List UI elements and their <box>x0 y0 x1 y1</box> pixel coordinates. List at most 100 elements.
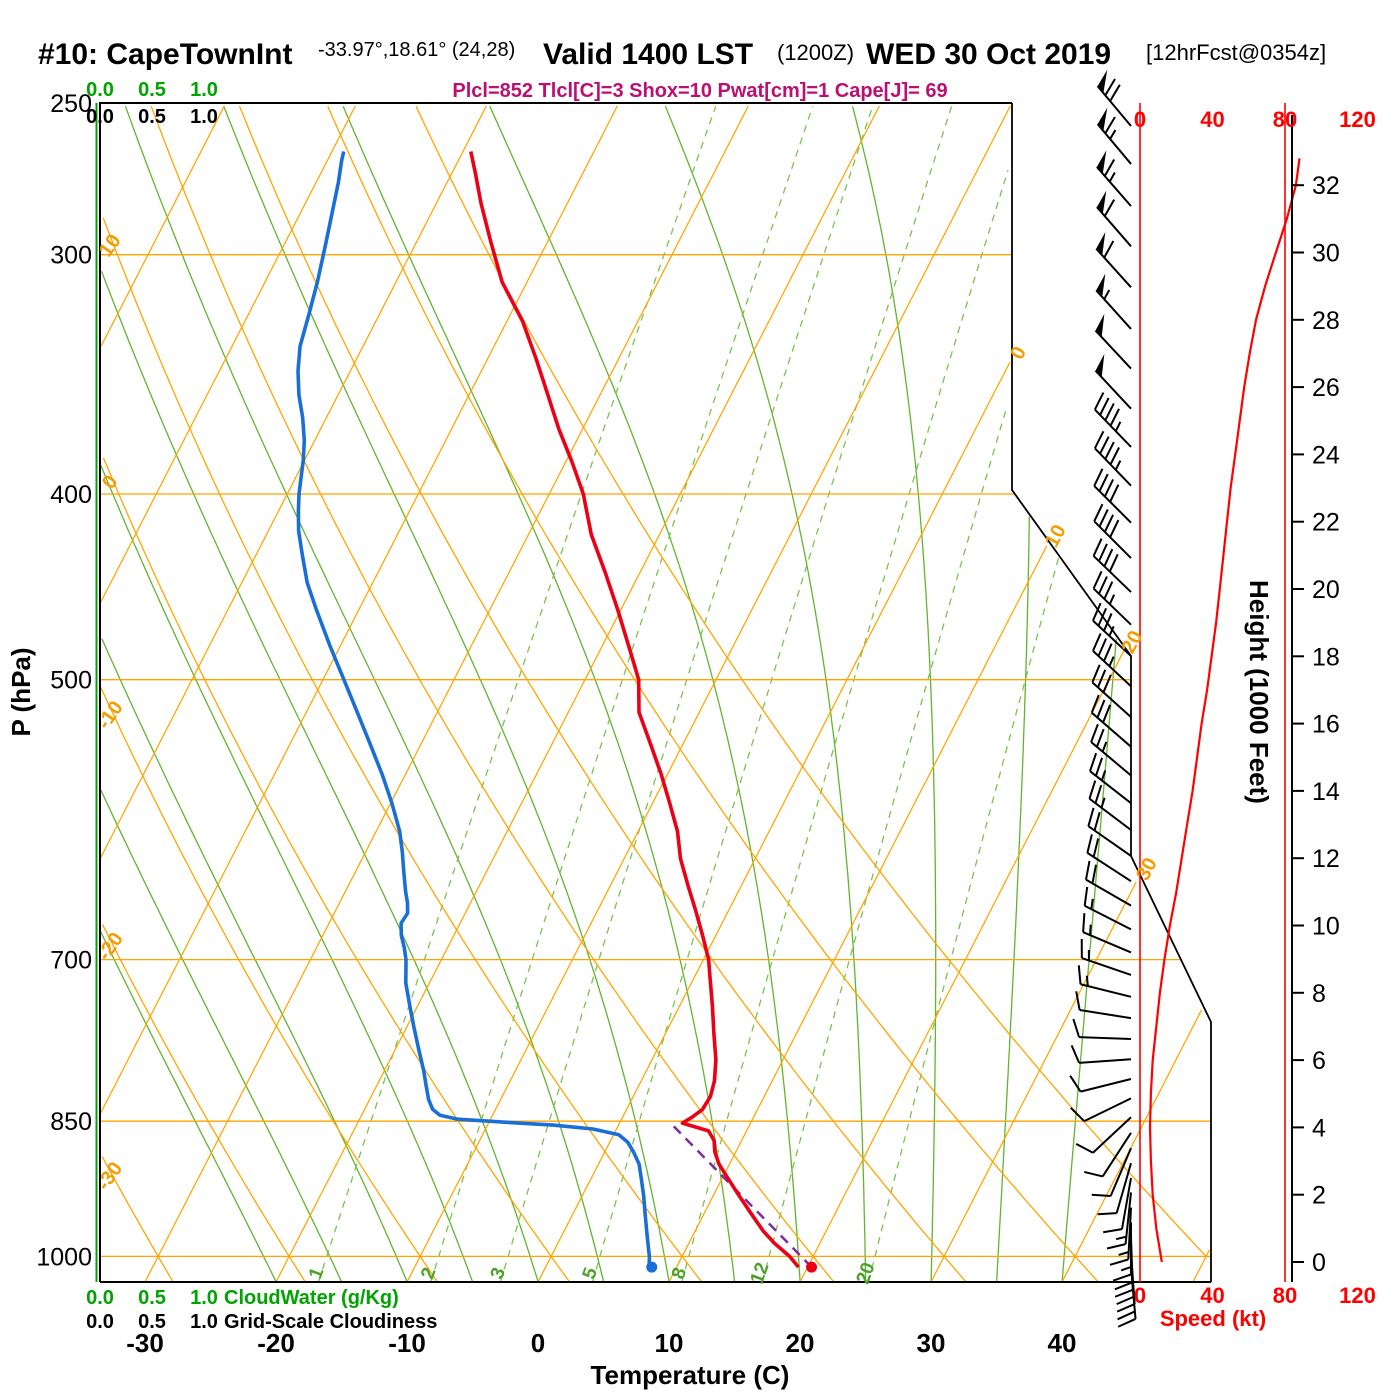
barb-full <box>1117 1318 1136 1328</box>
barb-half <box>1114 460 1122 471</box>
temperature-tick-label: -10 <box>388 1328 426 1358</box>
barb-full <box>1095 728 1105 748</box>
moist-adiabat-line <box>124 106 605 1282</box>
cloudiness-scale-bot-1: 1.0 <box>190 1311 218 1333</box>
speed-tick-label-top: 40 <box>1200 107 1224 132</box>
mixing-ratio-line <box>591 106 953 1282</box>
barb-full <box>1092 602 1102 622</box>
barb-staff <box>1090 741 1132 777</box>
barb-full <box>1094 784 1103 804</box>
barb-full <box>1112 1273 1132 1282</box>
station-coords: -33.97°,18.61° (24,28) <box>318 39 515 61</box>
barb-half <box>1100 770 1107 781</box>
barb-staff <box>1092 587 1132 626</box>
wind-barb <box>1095 273 1132 330</box>
barb-staff <box>1115 1162 1132 1214</box>
wind-barb <box>1093 392 1132 448</box>
barb-pennant <box>1096 232 1106 256</box>
pressure-axis-label: P (hPa) <box>6 647 36 736</box>
barb-full <box>1109 1258 1129 1266</box>
barb-full <box>1116 1295 1135 1306</box>
barb-full <box>1099 436 1110 455</box>
wind-barb <box>1093 430 1132 487</box>
barb-staff <box>1080 1078 1132 1093</box>
wind-barb <box>1096 69 1132 127</box>
cloudiness-scale-bot-0: 0.0 <box>86 1311 114 1333</box>
barb-full <box>1104 402 1115 421</box>
surface-dewpoint-dot <box>646 1261 658 1273</box>
dewpoint-curve <box>296 151 652 1268</box>
pressure-tick-label: 500 <box>50 667 92 695</box>
wind-barb <box>1109 1207 1132 1266</box>
barb-full <box>1090 694 1100 714</box>
mixing-ratio-label: 1 <box>305 1264 328 1282</box>
mixing-ratio-line <box>317 106 717 1282</box>
barb-full <box>1097 669 1107 688</box>
barb-staff <box>1083 1097 1132 1123</box>
wind-barb <box>1070 1045 1132 1064</box>
barb-full <box>1091 864 1097 884</box>
pressure-tick-label: 850 <box>50 1108 92 1136</box>
wind-barb <box>1089 752 1132 804</box>
barb-full <box>1088 780 1097 800</box>
isotherm-line <box>100 105 356 603</box>
orange-grid <box>98 105 1211 1283</box>
barb-full <box>1089 752 1098 772</box>
barb-pennant <box>1095 353 1105 378</box>
barb-full <box>1091 1193 1111 1198</box>
forecast-tag: [12hrFcst@0354z] <box>1146 40 1326 65</box>
barb-full <box>1092 838 1100 858</box>
speed-tick-label-top: 120 <box>1339 107 1376 132</box>
barb-full <box>1091 664 1101 683</box>
barb-full <box>1083 886 1089 906</box>
speed-tick-label-bottom: 40 <box>1200 1283 1224 1308</box>
isotherm-line <box>1192 1249 1210 1283</box>
wind-barb <box>1092 633 1132 688</box>
barb-half <box>1089 924 1092 936</box>
barb-full <box>1087 807 1095 827</box>
wind-barb <box>1096 150 1132 207</box>
barb-full <box>1093 392 1105 411</box>
wind-barb <box>1083 886 1132 931</box>
wind-barb <box>1093 503 1132 559</box>
wind-barb <box>1080 939 1132 976</box>
barb-pennant <box>1096 150 1107 174</box>
barb-full <box>1093 430 1105 449</box>
barb-half <box>1114 421 1122 432</box>
isotherm-label: 10 <box>1041 521 1071 551</box>
barb-half <box>1090 898 1094 910</box>
dry-adiabat-line <box>150 106 835 1283</box>
wind-barb <box>1106 1192 1132 1250</box>
speed-tick-label-top: 0 <box>1134 107 1146 132</box>
barb-full <box>1077 965 1082 985</box>
isotherm-line <box>100 105 225 347</box>
moist-adiabat-line <box>101 638 408 1283</box>
moist-adiabat-line <box>489 106 801 1282</box>
barb-staff <box>1081 957 1132 976</box>
barb-half <box>1108 594 1116 605</box>
barb-full <box>1103 199 1116 217</box>
barb-half <box>1115 1235 1127 1241</box>
wind-barb <box>1086 834 1132 883</box>
speed-tick-label-bottom: 0 <box>1134 1283 1146 1308</box>
barb-staff <box>1086 852 1132 883</box>
moist-adiabat-line <box>100 270 539 1282</box>
mixing-ratio-label: 8 <box>668 1265 691 1282</box>
wind-barb <box>1092 570 1132 626</box>
barb-full <box>1096 699 1106 718</box>
cloudwater-scale-bot-05: 0.5 <box>138 1287 166 1309</box>
mixing-ratio-label: 2 <box>417 1265 440 1282</box>
plot-border <box>99 102 1212 1283</box>
wind-barb-column <box>1069 69 1137 1328</box>
barb-staff <box>1078 1036 1132 1040</box>
cloudiness-scale-top-1: 1.0 <box>190 106 218 128</box>
moist-adiabat-grid <box>99 106 1117 1283</box>
wind-barb <box>1094 313 1132 370</box>
temperature-tick-label: 30 <box>917 1328 946 1358</box>
pressure-tick-label: 400 <box>50 481 92 509</box>
moist-adiabat-line <box>100 789 343 1283</box>
valid-zulu: (1200Z) <box>777 40 854 65</box>
barb-staff <box>1080 983 1132 998</box>
cloudiness-scale-top-05: 0.5 <box>138 106 166 128</box>
